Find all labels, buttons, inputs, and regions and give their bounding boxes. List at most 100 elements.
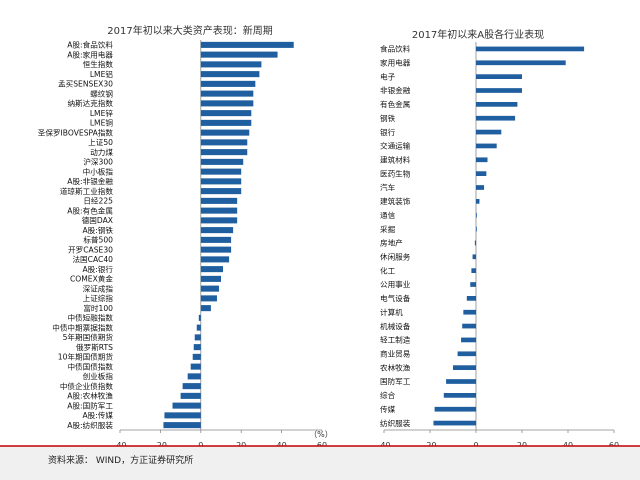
right-category-label: 银行 [380, 127, 396, 137]
left-bar [200, 178, 242, 185]
right-category-label: 化工 [380, 265, 396, 275]
right-bar [457, 351, 476, 357]
left-bar [182, 383, 201, 390]
left-category-label: 中债中期票据指数 [52, 322, 113, 332]
left-category-label: A股:银行 [82, 264, 113, 274]
left-bar [200, 236, 232, 243]
left-chart: -40-200204060A股:食品饮料A股:家用电器恒生指数LME铝孟买SEN… [38, 40, 327, 450]
left-category-label: A股:农林牧渔 [67, 391, 113, 401]
left-category-label: 道琼斯工业指数 [60, 186, 114, 196]
left-category-label: 恒生指数 [83, 59, 114, 69]
left-category-label: 上证综指 [83, 293, 114, 303]
left-category-label: 中债企业债指数 [60, 381, 114, 391]
right-category-label: 国防军工 [380, 376, 411, 386]
left-bar [193, 344, 201, 351]
footer-band [0, 446, 640, 480]
right-bar [463, 309, 476, 315]
left-bar [192, 353, 201, 360]
left-bar [200, 139, 248, 146]
right-bar [476, 88, 522, 93]
right-bar [461, 337, 476, 343]
left-category-label: A股:纺织服装 [67, 420, 113, 430]
right-category-label: 建筑装饰 [380, 196, 411, 206]
left-bar [196, 324, 201, 331]
right-category-label: 通信 [380, 210, 396, 220]
right-bar [476, 102, 518, 107]
right-bar [476, 60, 566, 66]
source-note: 资料来源： WIND，方正证券研究所 [48, 454, 193, 466]
left-category-label: 中债短融指数 [67, 313, 113, 323]
left-bar [200, 217, 238, 224]
left-bar [187, 373, 201, 380]
left-bar [200, 149, 248, 156]
left-bar [180, 392, 201, 399]
right-bar [472, 254, 476, 260]
right-category-label: 计算机 [380, 307, 403, 317]
right-category-label: 交通运输 [380, 141, 411, 151]
left-category-label: 圣保罗IBOVESPA指数 [38, 127, 114, 137]
left-bar [200, 168, 242, 175]
left-bar [164, 412, 201, 419]
left-bar [200, 90, 254, 97]
right-bar [476, 46, 585, 52]
left-category-label: 上证50 [88, 138, 113, 147]
left-bar [200, 80, 256, 87]
right-bar [476, 185, 485, 190]
right-bar [466, 296, 476, 301]
left-category-label: 法国CAC40 [72, 254, 113, 264]
left-category-label: LME铜 [90, 118, 114, 128]
right-bar [476, 74, 522, 79]
left-category-label: 开罗CASE30 [68, 245, 113, 254]
left-bar [200, 100, 254, 107]
left-category-label: COMEX黄金 [70, 274, 113, 284]
left-category-label: 德国DAX [82, 215, 113, 225]
right-chart: -40-200204060食品饮料家用电器电子非银金融有色金属钢铁银行交通运输建… [377, 42, 619, 450]
left-category-label: A股:传媒 [82, 410, 113, 420]
right-category-label: 农林牧渔 [380, 362, 411, 372]
left-category-label: 动力煤 [90, 147, 113, 157]
right-bar [476, 129, 502, 135]
right-category-label: 综合 [380, 390, 396, 400]
left-bar [200, 285, 219, 292]
left-bar [190, 363, 201, 370]
left-category-label: A股:有色金属 [67, 205, 113, 215]
right-bar [434, 406, 476, 412]
left-bar [163, 422, 201, 429]
right-category-label: 轻工制造 [380, 335, 411, 345]
right-category-label: 机械设备 [380, 321, 411, 331]
left-bar [200, 246, 232, 253]
right-category-label: 休闲服务 [380, 251, 411, 261]
left-bar [200, 51, 278, 58]
right-bar [474, 240, 476, 246]
right-category-label: 公用事业 [380, 279, 411, 289]
right-bar [433, 420, 476, 426]
left-bar [200, 71, 260, 78]
right-bar [476, 199, 480, 204]
right-bar [476, 226, 477, 232]
right-bar [476, 157, 488, 163]
right-category-label: 建筑材料 [380, 154, 411, 164]
left-bar [200, 256, 230, 263]
right-category-label: 房地产 [380, 238, 403, 248]
left-bar [200, 110, 252, 117]
left-bar [200, 275, 221, 282]
right-category-label: 汽车 [380, 182, 396, 192]
left-category-label: LME铝 [90, 69, 113, 79]
right-bar [462, 323, 476, 329]
right-category-label: 传媒 [380, 404, 396, 414]
left-bar [200, 197, 238, 204]
left-category-label: A股:家用电器 [67, 49, 113, 59]
left-category-label: A股:食品饮料 [67, 40, 113, 50]
right-bar [476, 143, 497, 149]
left-category-label: 中债国债指数 [67, 361, 113, 371]
left-bar [200, 188, 242, 195]
right-category-label: 采掘 [380, 224, 396, 234]
right-category-label: 电子 [380, 71, 396, 81]
right-bar [471, 268, 476, 273]
left-bar [200, 129, 250, 136]
left-category-label: A股:非银金融 [67, 176, 113, 186]
right-category-label: 家用电器 [380, 57, 411, 67]
right-bar [470, 282, 476, 287]
left-bar [200, 41, 294, 48]
left-bar [194, 334, 201, 341]
